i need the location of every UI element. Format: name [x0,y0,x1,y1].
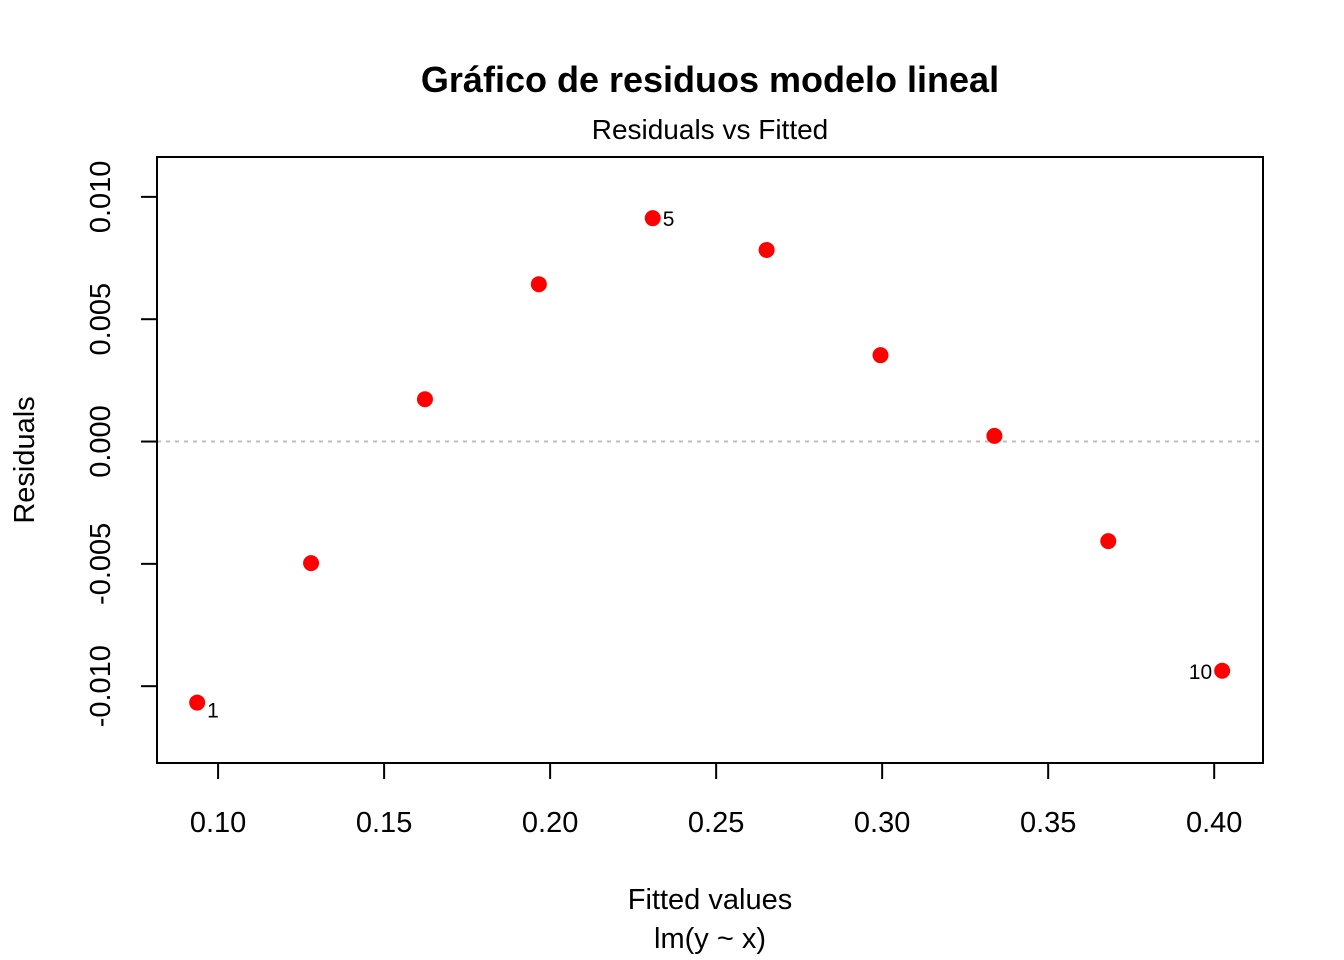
data-point [1214,662,1231,679]
x-tick-label: 0.25 [688,807,744,839]
y-tick-label: 0.000 [85,405,117,478]
data-point [189,694,206,711]
point-label: 10 [1189,661,1212,684]
x-axis: 0.10 0.15 0.20 0.25 0.30 0.35 0.40 [190,762,1242,839]
y-tick-label: -0.005 [85,523,117,605]
y-tick-label: 0.005 [85,283,117,356]
point-label: 5 [663,208,675,231]
x-tick-label: 0.35 [1020,807,1076,839]
x-axis-title: Fitted values [628,884,792,916]
data-point [530,276,547,293]
data-point [1100,533,1117,550]
chart-title: Gráfico de residuos modelo lineal [421,59,999,100]
data-point [644,210,661,227]
x-tick-label: 0.10 [190,807,246,839]
x-axis-model-label: lm(y ~ x) [654,923,766,955]
y-tick-label: 0.010 [85,161,117,234]
data-point [416,391,433,408]
x-tick-label: 0.30 [854,807,910,839]
y-axis-title: Residuals [9,396,41,523]
chart-subtitle: Residuals vs Fitted [592,114,829,145]
data-point [986,427,1003,444]
data-point [758,241,775,258]
y-axis: -0.010 -0.005 0.000 0.005 0.010 [85,161,158,727]
data-point [872,347,889,364]
x-tick-label: 0.15 [356,807,412,839]
data-point [303,555,320,572]
x-tick-label: 0.20 [522,807,578,839]
point-label: 1 [207,700,219,723]
plot-frame [156,156,1264,764]
y-tick-label: -0.010 [85,645,117,727]
x-tick-label: 0.40 [1186,807,1242,839]
